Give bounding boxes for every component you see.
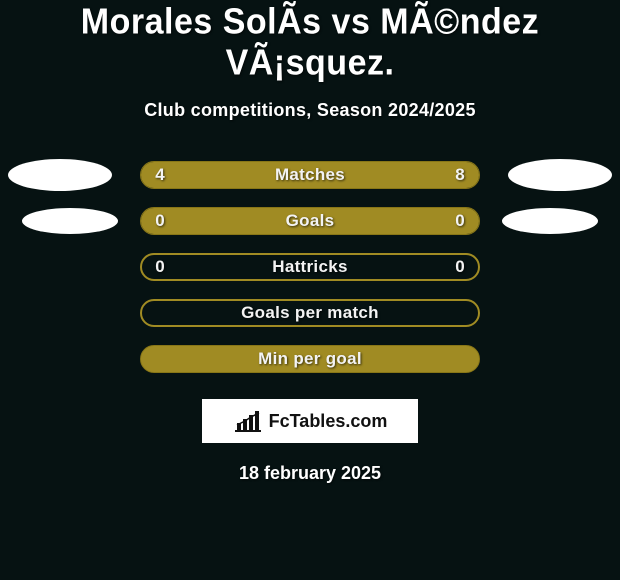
player-right-avatar xyxy=(508,159,612,191)
stat-right-value: 0 xyxy=(448,253,472,281)
stat-label: Hattricks xyxy=(140,253,480,281)
player-right-avatar xyxy=(502,208,598,234)
stat-left-value: 0 xyxy=(148,207,172,235)
stat-right-value: 8 xyxy=(448,161,472,189)
stat-row-mpg: Min per goal xyxy=(0,345,620,373)
stat-row-gpm: Goals per match xyxy=(0,299,620,327)
stat-label: Matches xyxy=(140,161,480,189)
page-title: Morales SolÃ­s vs MÃ©ndez VÃ¡squez. xyxy=(0,2,620,84)
stats-area: Matches48Goals00Hattricks00Goals per mat… xyxy=(0,161,620,391)
stat-left-value: 4 xyxy=(148,161,172,189)
logo-chart-icon xyxy=(233,409,263,433)
player-left-avatar xyxy=(22,208,118,234)
player-left-avatar xyxy=(8,159,112,191)
stat-row-hattricks: Hattricks0 0 xyxy=(0,253,620,281)
stat-left-value: 0 xyxy=(148,253,172,281)
subtitle: Club competitions, Season 2024/2025 xyxy=(144,100,476,121)
stat-right-value: 0 xyxy=(448,207,472,235)
stat-row-goals: Goals0 0 xyxy=(0,207,620,235)
comparison-card: Morales SolÃ­s vs MÃ©ndez VÃ¡squez. Club… xyxy=(0,0,620,484)
stat-label: Goals per match xyxy=(140,299,480,327)
date-label: 18 february 2025 xyxy=(239,463,381,484)
stat-row-matches: Matches4 8 xyxy=(0,161,620,189)
source-logo: FcTables.com xyxy=(202,399,418,443)
logo-text: FcTables.com xyxy=(269,411,388,432)
stat-label: Goals xyxy=(140,207,480,235)
stat-label: Min per goal xyxy=(140,345,480,373)
